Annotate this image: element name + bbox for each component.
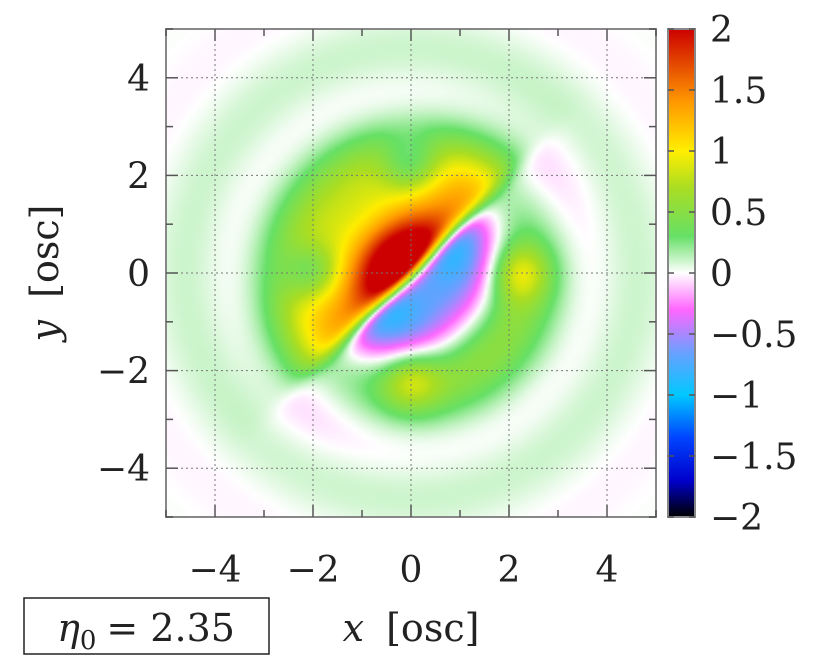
colorbar: 2 1.5 1 0.5 0 −0.5 −1 −1.5 −2 bbox=[667, 10, 797, 539]
y-tick-label: −2 bbox=[97, 352, 150, 393]
colorbar-ticks bbox=[668, 28, 695, 518]
colorbar-tick-label: −1.5 bbox=[710, 437, 797, 478]
x-tick-label: −4 bbox=[188, 550, 241, 591]
colorbar-tick-labels: 2 1.5 1 0.5 0 −0.5 −1 −1.5 −2 bbox=[710, 10, 797, 539]
colorbar-tick-label: −0.5 bbox=[710, 315, 797, 356]
y-axis-ticks bbox=[166, 28, 656, 518]
x-axis-ticks bbox=[165, 29, 657, 517]
x-tick-label: 2 bbox=[498, 550, 521, 591]
y-tick-label: 4 bbox=[127, 59, 150, 100]
colorbar-tick-label: 0.5 bbox=[710, 193, 767, 234]
colorbar-tick-label: 2 bbox=[710, 10, 733, 51]
colorbar-tick-label: 1 bbox=[710, 132, 733, 173]
y-tick-label: 0 bbox=[127, 254, 150, 295]
x-tick-label: −2 bbox=[286, 550, 339, 591]
colorbar-tick-label: −2 bbox=[710, 498, 763, 539]
x-axis-label: x [osc] bbox=[343, 606, 480, 650]
y-tick-labels: −4 −2 0 2 4 bbox=[97, 59, 150, 490]
y-tick-label: −4 bbox=[97, 449, 150, 490]
x-tick-label: 4 bbox=[596, 550, 619, 591]
grid-lines bbox=[166, 29, 656, 517]
y-tick-label: 2 bbox=[127, 156, 150, 197]
colorbar-tick-label: 1.5 bbox=[710, 71, 767, 112]
x-tick-labels: −4 −2 0 2 4 bbox=[188, 550, 618, 591]
annotation-text: η0 = 2.35 bbox=[57, 606, 235, 656]
colorbar-tick-label: −1 bbox=[710, 376, 763, 417]
heatmap-plot: −4 −2 0 2 4 −4 −2 0 2 4 bbox=[97, 28, 657, 591]
parameter-annotation: η0 = 2.35 bbox=[23, 597, 270, 656]
y-axis-label: y [osc] bbox=[23, 205, 67, 344]
x-tick-label: 0 bbox=[400, 550, 423, 591]
colorbar-tick-label: 0 bbox=[710, 254, 733, 295]
annotation-box bbox=[23, 597, 270, 655]
